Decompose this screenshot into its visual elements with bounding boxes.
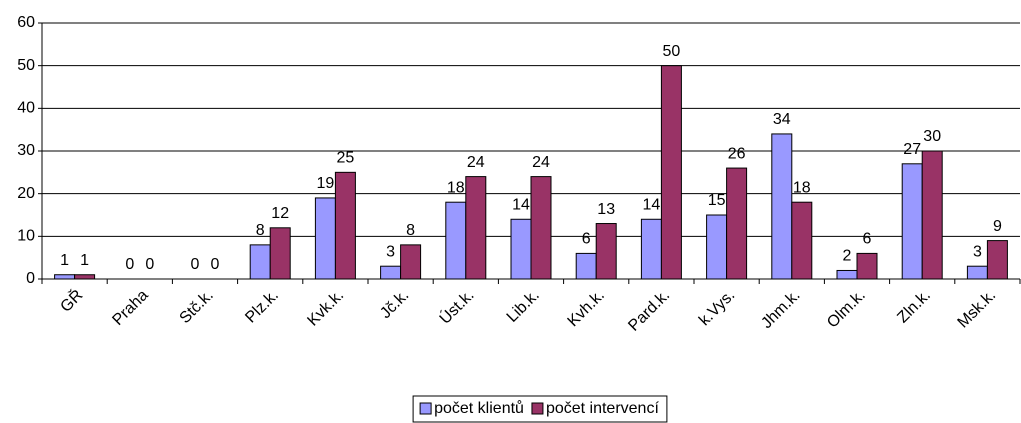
data-label: 0 <box>211 256 220 273</box>
bar <box>445 201 467 280</box>
bar <box>706 214 728 280</box>
bar <box>921 150 943 280</box>
x-tick-label: Jč.k. <box>377 287 412 322</box>
bar <box>54 274 76 280</box>
data-label: 13 <box>597 201 615 218</box>
data-label: 26 <box>728 145 746 162</box>
bar <box>771 133 793 280</box>
data-label: 0 <box>125 256 134 273</box>
bar <box>380 265 402 280</box>
data-label: 1 <box>80 252 89 269</box>
x-tick-label: Praha <box>109 287 151 329</box>
data-label: 12 <box>271 205 289 222</box>
x-tick-label: Jhm.k. <box>758 287 803 332</box>
bar <box>660 65 682 280</box>
data-label: 3 <box>973 243 982 260</box>
data-label: 18 <box>447 179 465 196</box>
x-tick-label: Zln.k. <box>894 287 934 327</box>
data-label: 14 <box>643 196 661 213</box>
x-tick-label: Olm.k. <box>824 287 869 332</box>
legend-label: počet intervencí <box>546 400 660 417</box>
data-label: 50 <box>663 43 681 60</box>
bar <box>465 176 487 280</box>
data-label: 15 <box>708 192 726 209</box>
data-label: 6 <box>863 231 872 248</box>
bar <box>510 218 532 280</box>
bar <box>314 197 336 280</box>
data-label: 9 <box>993 218 1002 235</box>
bar <box>575 252 597 280</box>
data-label: 0 <box>191 256 200 273</box>
bar <box>901 163 923 280</box>
bar <box>334 171 356 280</box>
legend-label: počet klientů <box>434 399 524 417</box>
data-label: 24 <box>532 154 550 171</box>
data-label: 30 <box>923 128 941 145</box>
y-tick-label: 10 <box>17 228 35 245</box>
x-tick-label: Msk.k. <box>955 287 1000 332</box>
x-tick-label: Pard.k. <box>625 287 673 335</box>
x-tick-label: GŘ <box>56 285 86 315</box>
bar <box>986 240 1008 280</box>
x-tick-label: Kvh.k. <box>565 287 608 330</box>
y-tick-label: 60 <box>17 14 35 31</box>
data-label: 34 <box>773 111 791 128</box>
data-label: 2 <box>843 248 852 265</box>
bar <box>595 223 617 280</box>
bar <box>726 167 748 280</box>
bar <box>966 265 988 280</box>
data-label: 27 <box>903 141 921 158</box>
data-label: 24 <box>467 154 485 171</box>
data-label: 19 <box>317 175 335 192</box>
bar <box>640 218 662 280</box>
legend-swatch <box>419 402 432 415</box>
data-label: 18 <box>793 179 811 196</box>
y-tick-label: 30 <box>17 142 35 159</box>
bar <box>791 201 813 280</box>
data-label: 25 <box>337 150 355 167</box>
bar <box>530 176 552 280</box>
y-tick-label: 20 <box>17 185 35 202</box>
y-tick-label: 40 <box>17 100 35 117</box>
x-tick-label: Úst.k. <box>435 285 477 327</box>
data-label: 1 <box>60 252 69 269</box>
bar <box>856 252 878 280</box>
bar <box>400 244 422 280</box>
x-tick-label: Lib.k. <box>504 287 543 326</box>
data-label: 8 <box>406 222 415 239</box>
x-tick-label: Plz.k. <box>242 287 282 327</box>
y-tick-label: 50 <box>17 57 35 74</box>
bar <box>836 269 858 280</box>
x-tick-label: Stč.k. <box>176 287 216 327</box>
bar <box>249 244 271 280</box>
data-label: 0 <box>145 256 154 273</box>
data-label: 3 <box>386 243 395 260</box>
data-label: 8 <box>256 222 265 239</box>
bar <box>269 227 291 280</box>
x-tick-label: Kvk.k. <box>304 287 347 330</box>
x-tick-label: k.Vys. <box>696 287 738 329</box>
bar <box>74 274 96 280</box>
y-tick-label: 0 <box>26 270 35 287</box>
data-label: 14 <box>512 196 530 213</box>
data-label: 6 <box>582 231 591 248</box>
legend-swatch <box>531 402 544 415</box>
